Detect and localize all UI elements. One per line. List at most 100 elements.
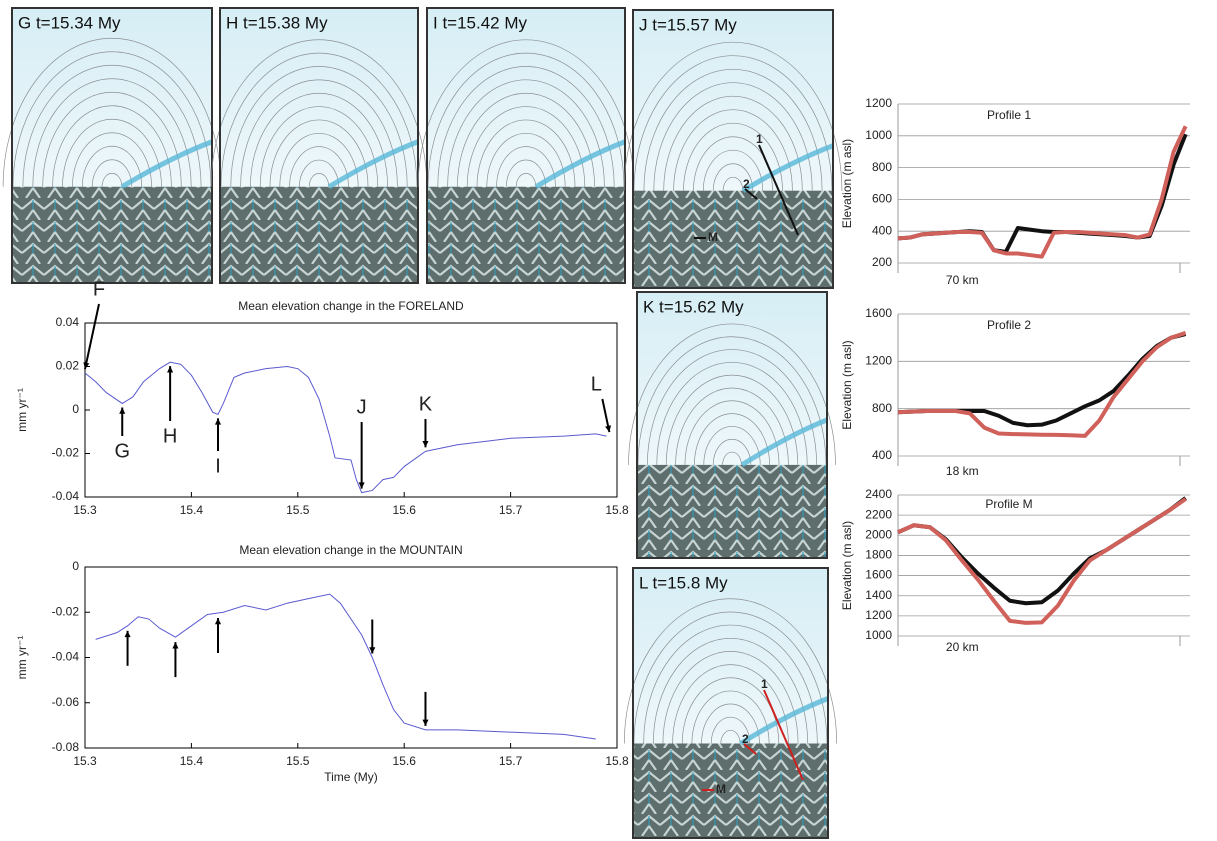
y-axis-label: mm yr⁻¹ [15, 388, 29, 432]
contour [628, 323, 836, 465]
y-tick-label: 800 [872, 401, 892, 415]
annotation-arrow [84, 303, 100, 370]
contour [486, 132, 566, 187]
panel-label: H t=15.38 My [226, 13, 328, 32]
profile-marker: 2 [742, 732, 749, 746]
contour [675, 387, 789, 465]
y-tick-label: 200 [872, 255, 892, 269]
y-tick-label: 1800 [865, 548, 892, 562]
map-terrain [427, 186, 625, 283]
y-tick-label: -0.08 [52, 740, 80, 754]
plot-frame [84, 322, 618, 498]
contour [665, 374, 799, 465]
contour [2, 37, 222, 187]
distance-label: 18 km [946, 464, 979, 478]
contour [633, 55, 833, 191]
contour [52, 105, 172, 187]
panel-frame [219, 7, 419, 284]
profile-line [897, 125, 1188, 259]
x-tick-label: 15.7 [499, 503, 523, 517]
contour [81, 145, 143, 187]
x-tick-label: 15.3 [73, 503, 97, 517]
map-terrain [633, 190, 833, 288]
y-tick-label: 1600 [865, 306, 892, 320]
panel-frame [632, 9, 834, 289]
profile-marker: 2 [743, 177, 750, 191]
contour [722, 451, 742, 465]
y-tick-label: 1200 [865, 608, 892, 622]
x-tick-label: 15.8 [605, 503, 629, 517]
contour [259, 106, 379, 187]
arrow-head [124, 630, 131, 638]
y-tick-label: 400 [872, 448, 892, 462]
y-tick-label: 1200 [865, 96, 892, 110]
contour [722, 176, 744, 191]
profile-line [897, 497, 1187, 625]
y-tick-label: -0.02 [52, 446, 80, 460]
panel-frame [11, 7, 213, 284]
contour [712, 163, 754, 191]
contour [673, 109, 793, 191]
y-tick-label: -0.06 [52, 695, 80, 709]
arrow-head [422, 719, 429, 726]
y-tick-label: 1400 [865, 588, 892, 602]
map-panel: H t=15.38 My [210, 7, 428, 284]
y-tick-label: 0.04 [56, 315, 80, 329]
contour [653, 82, 813, 191]
profile-line [744, 188, 758, 200]
x-tick-label: 15.7 [499, 754, 523, 768]
y-axis-label: Elevation (m asl) [840, 521, 854, 610]
x-tick-label: 15.8 [605, 754, 629, 768]
river [740, 417, 828, 468]
plot-frame [84, 566, 618, 749]
panel-label: I t=15.42 My [433, 13, 528, 32]
panel-frame [636, 291, 828, 559]
y-tick-label: 2400 [865, 487, 892, 501]
distance-label: 20 km [946, 640, 979, 654]
contour [299, 159, 339, 187]
map-terrain [12, 186, 212, 283]
contour [12, 51, 212, 187]
annotation-arrow-head [422, 441, 429, 448]
profile-marker: 1 [761, 677, 768, 691]
annotation: G [114, 440, 130, 462]
x-axis-label: Time (My) [324, 770, 378, 784]
contour [457, 92, 595, 187]
chart-title: Mean elevation change in the MOUNTAIN [239, 543, 462, 557]
chart-title: Profile 2 [987, 318, 1031, 332]
y-axis-label: Elevation (m asl) [840, 340, 854, 429]
x-tick-label: 15.6 [393, 754, 417, 768]
profile-line [763, 689, 804, 781]
contour [91, 159, 133, 187]
y-tick-label: 2000 [865, 527, 892, 541]
map-panel: G t=15.34 My [2, 7, 222, 284]
contour [101, 172, 123, 187]
contour [691, 690, 770, 744]
x-tick-label: 15.5 [286, 754, 310, 768]
contour [694, 413, 770, 465]
panel-label: J t=15.57 My [639, 15, 737, 34]
contour [506, 159, 546, 187]
arrow-head [214, 618, 222, 625]
x-tick-label: 15.5 [286, 503, 310, 517]
map-panel: K t=15.62 My [628, 291, 836, 559]
profile-marker: M [708, 230, 718, 244]
y-tick-label: 800 [872, 160, 892, 174]
map-panel: J t=15.57 My 1 2 M [623, 9, 843, 289]
contour [437, 66, 615, 187]
chart-title: Mean elevation change in the FORELAND [238, 299, 464, 313]
y-tick-label: 0 [72, 559, 79, 573]
contour [476, 119, 576, 187]
y-tick-label: 1000 [865, 128, 892, 142]
river [327, 139, 419, 189]
contour [32, 78, 192, 187]
contour [663, 95, 803, 191]
contour [496, 146, 556, 187]
profile-line [897, 331, 1187, 438]
y-tick-label: -0.04 [52, 650, 80, 664]
contour [240, 79, 398, 187]
contour [22, 64, 202, 187]
distance-label: 70 km [946, 273, 979, 287]
map-panel: I t=15.42 My [417, 7, 635, 284]
